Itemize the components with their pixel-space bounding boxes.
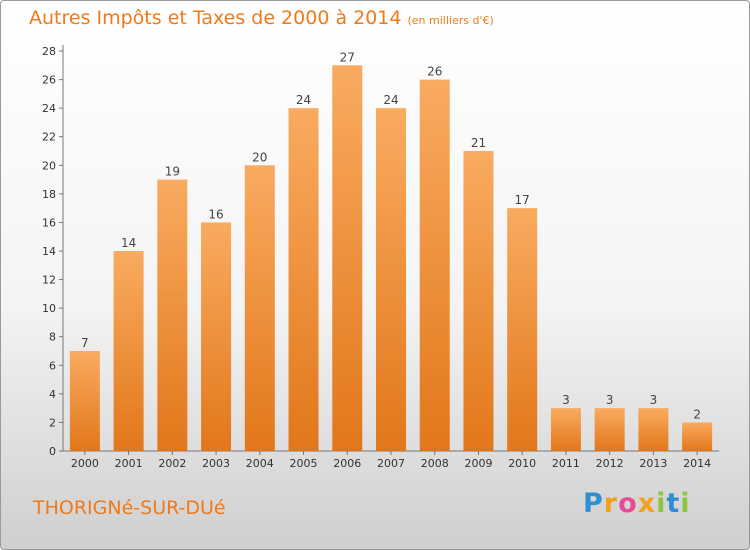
y-tick-label: 14 bbox=[42, 245, 56, 258]
town-name: THORIGNé-SUR-DUé bbox=[33, 497, 226, 519]
x-tick-label: 2001 bbox=[115, 457, 143, 470]
data-label: 14 bbox=[121, 236, 136, 250]
data-label: 26 bbox=[427, 65, 442, 79]
y-tick-label: 20 bbox=[42, 159, 56, 172]
data-label: 2 bbox=[693, 407, 701, 421]
y-tick-label: 4 bbox=[49, 388, 56, 401]
x-tick-label: 2013 bbox=[639, 457, 667, 470]
y-tick-label: 18 bbox=[42, 188, 56, 201]
bar bbox=[113, 251, 144, 451]
x-tick-label: 2012 bbox=[596, 457, 624, 470]
chart-subtitle: (en milliers d'€) bbox=[407, 14, 494, 27]
x-tick-label: 2009 bbox=[464, 457, 492, 470]
data-label: 7 bbox=[81, 336, 89, 350]
bar bbox=[638, 408, 669, 451]
x-tick-label: 2004 bbox=[246, 457, 274, 470]
data-label: 24 bbox=[296, 93, 311, 107]
data-label: 19 bbox=[165, 165, 180, 179]
x-tick-label: 2003 bbox=[202, 457, 230, 470]
bar bbox=[682, 422, 713, 451]
data-label: 3 bbox=[606, 393, 614, 407]
data-label: 3 bbox=[562, 393, 570, 407]
y-tick-label: 28 bbox=[42, 45, 56, 58]
bar bbox=[419, 79, 450, 452]
bar bbox=[463, 151, 494, 451]
data-label: 16 bbox=[208, 207, 223, 221]
x-tick-label: 2002 bbox=[158, 457, 186, 470]
y-tick-label: 8 bbox=[49, 331, 56, 344]
y-tick-label: 24 bbox=[42, 102, 56, 115]
bar bbox=[376, 108, 406, 452]
x-tick-label: 2008 bbox=[421, 457, 449, 470]
x-tick-label: 2011 bbox=[552, 457, 580, 470]
bar bbox=[594, 408, 625, 451]
bar bbox=[288, 108, 319, 452]
proxiti-logo: Proxiti bbox=[583, 488, 691, 519]
y-tick-label: 26 bbox=[42, 74, 56, 87]
data-label: 24 bbox=[383, 93, 398, 107]
y-tick-label: 16 bbox=[42, 216, 56, 229]
data-label: 3 bbox=[650, 393, 658, 407]
x-tick-label: 2006 bbox=[333, 457, 361, 470]
data-label: 20 bbox=[252, 150, 267, 164]
bar bbox=[332, 65, 363, 452]
bar bbox=[507, 208, 538, 451]
bar-series bbox=[69, 65, 713, 452]
x-tick-label: 2007 bbox=[377, 457, 405, 470]
y-tick-label: 22 bbox=[42, 131, 56, 144]
bar bbox=[244, 165, 275, 452]
bar bbox=[69, 351, 100, 451]
x-tick-label: 2005 bbox=[290, 457, 318, 470]
chart-title: Autres Impôts et Taxes de 2000 à 2014 (en… bbox=[29, 7, 494, 29]
x-tick-label: 2000 bbox=[71, 457, 99, 470]
bar bbox=[550, 408, 581, 451]
bar bbox=[157, 179, 188, 452]
x-tick-label: 2014 bbox=[683, 457, 711, 470]
bar bbox=[201, 222, 232, 451]
data-label: 17 bbox=[515, 193, 530, 207]
title-text: Autres Impôts et Taxes de 2000 à 2014 bbox=[29, 7, 402, 29]
x-tick-label: 2010 bbox=[508, 457, 536, 470]
y-tick-label: 10 bbox=[42, 302, 56, 315]
y-tick-label: 12 bbox=[42, 274, 56, 287]
data-labels: 7 14 19 16 20 24 27 24 26 21 17 3 3 3 2 bbox=[81, 50, 701, 421]
data-label: 21 bbox=[471, 136, 486, 150]
data-label: 27 bbox=[340, 50, 355, 64]
y-tick-label: 2 bbox=[49, 416, 56, 429]
y-tick-label: 0 bbox=[49, 445, 56, 458]
y-tick-label: 6 bbox=[49, 359, 56, 372]
